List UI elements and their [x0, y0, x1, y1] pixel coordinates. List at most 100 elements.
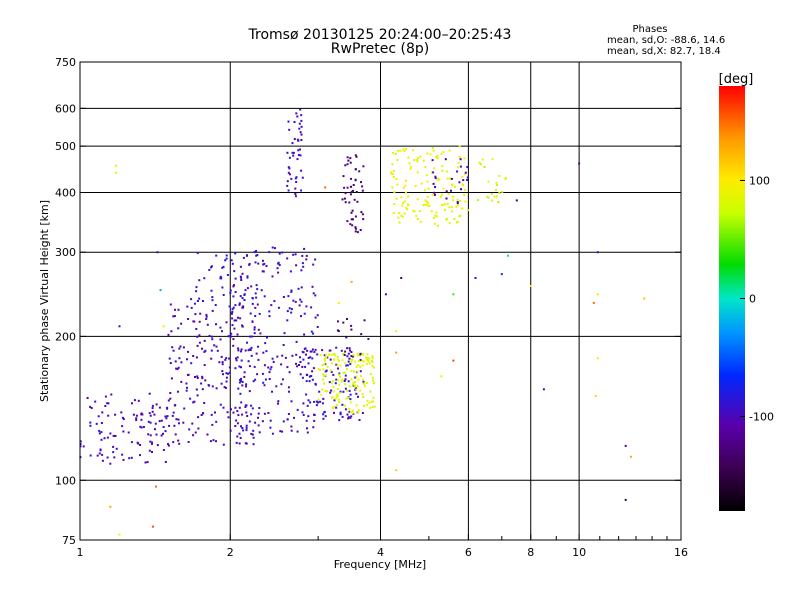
echo-point	[594, 395, 597, 398]
echo-point	[172, 315, 175, 318]
echo-point	[624, 498, 627, 501]
echo-point	[225, 380, 228, 383]
echo-point	[229, 335, 232, 338]
echo-point	[139, 444, 142, 446]
echo-point	[436, 215, 438, 218]
echo-point	[169, 392, 172, 394]
echo-point	[90, 407, 93, 409]
echo-point	[293, 138, 296, 140]
echo-point	[343, 404, 346, 407]
echo-point	[542, 388, 545, 391]
echo-point	[235, 359, 238, 362]
echo-point	[254, 306, 257, 309]
echo-point	[280, 383, 283, 386]
echo-point	[268, 378, 271, 380]
echo-point	[345, 336, 348, 339]
echo-point	[242, 429, 245, 432]
echo-point	[301, 365, 304, 368]
echo-point	[326, 356, 329, 359]
echo-point	[151, 410, 154, 413]
echo-point	[363, 404, 365, 407]
echo-point	[420, 182, 423, 185]
echo-point	[257, 424, 260, 427]
echo-point	[180, 380, 183, 383]
echo-point	[361, 213, 364, 216]
echo-point	[350, 324, 353, 327]
echo-point	[287, 295, 290, 298]
echo-point	[196, 394, 199, 397]
echo-point	[190, 298, 193, 301]
echo-point	[322, 397, 325, 400]
echo-point	[299, 298, 302, 301]
echo-point	[413, 210, 416, 213]
echo-point	[221, 361, 224, 364]
x-axis-label: Frequency [MHz]	[334, 558, 426, 571]
echo-point	[240, 366, 242, 369]
chart-subtitle: RwPretec (8p)	[331, 41, 429, 57]
echo-point	[333, 411, 335, 414]
echo-point	[400, 214, 403, 217]
echo-point	[250, 285, 253, 288]
echo-point	[115, 447, 118, 450]
echo-point	[162, 432, 164, 435]
echo-point	[441, 169, 444, 172]
echo-point	[310, 306, 313, 309]
echo-point	[151, 451, 153, 453]
echo-point	[229, 429, 232, 432]
echo-point	[362, 396, 365, 398]
echo-point	[390, 171, 393, 174]
echo-point	[433, 222, 436, 225]
echo-point	[402, 186, 405, 189]
echo-point	[211, 299, 214, 302]
echo-point	[359, 389, 362, 392]
echo-point	[233, 319, 236, 322]
echo-point	[151, 441, 153, 444]
echo-point	[196, 375, 199, 378]
echo-point	[362, 353, 365, 356]
echo-point	[167, 333, 170, 336]
echo-point	[424, 189, 426, 192]
echo-point	[106, 456, 109, 459]
echo-point	[277, 261, 280, 264]
echo-point	[299, 131, 302, 134]
echo-point	[121, 416, 124, 419]
echo-point	[174, 360, 177, 363]
colorbar-tick-label: 0	[749, 293, 756, 306]
echo-point	[254, 292, 257, 295]
echo-point	[243, 371, 246, 374]
echo-point	[624, 444, 627, 447]
echo-point	[419, 155, 422, 158]
echo-point	[340, 349, 343, 352]
echo-point	[343, 352, 346, 355]
echo-point	[156, 444, 159, 447]
echo-point	[314, 316, 317, 319]
echo-point	[324, 186, 327, 189]
echo-point	[448, 222, 451, 225]
echo-point	[450, 189, 452, 192]
echo-point	[267, 366, 270, 369]
echo-point	[261, 372, 264, 375]
echo-point	[371, 400, 374, 403]
echo-point	[347, 352, 350, 355]
echo-point	[400, 196, 403, 199]
echo-point	[333, 353, 336, 356]
echo-point	[495, 184, 498, 186]
echo-point	[271, 432, 274, 435]
echo-point	[314, 294, 317, 297]
echo-point	[263, 295, 266, 298]
echo-point	[300, 189, 303, 192]
echo-point	[213, 344, 216, 347]
echo-point	[245, 404, 248, 407]
echo-point	[100, 422, 103, 424]
echo-point	[596, 251, 599, 254]
echo-point	[185, 389, 188, 392]
echo-point	[495, 189, 497, 191]
echo-point	[224, 358, 227, 361]
echo-point	[356, 352, 359, 355]
echo-point	[208, 269, 211, 271]
echo-point	[263, 384, 266, 387]
echo-point	[210, 289, 213, 292]
echo-point	[300, 119, 303, 122]
echo-point	[299, 108, 302, 111]
